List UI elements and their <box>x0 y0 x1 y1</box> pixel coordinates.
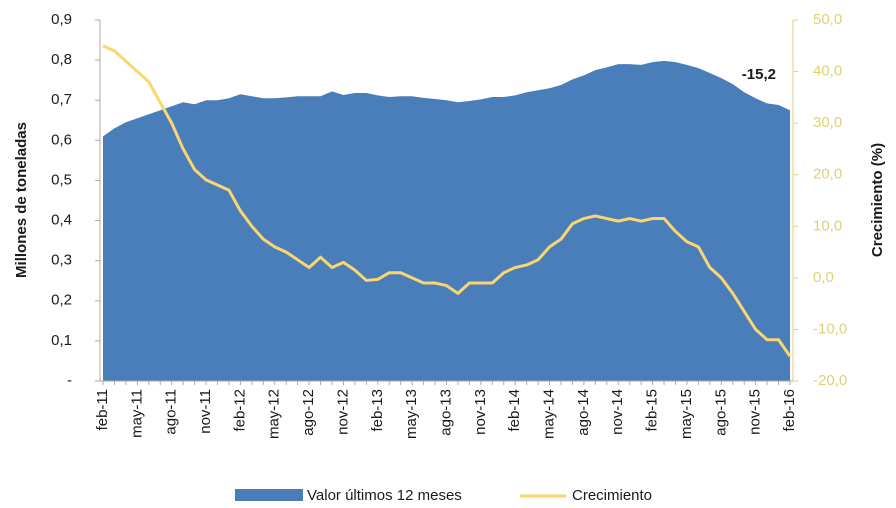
x-tick-label: may-15 <box>678 389 695 439</box>
y2-axis-title: Crecimiento (%) <box>869 143 886 257</box>
y2-tick-label: 40,0 <box>813 63 842 80</box>
y2-tick-label: 20,0 <box>813 166 842 183</box>
x-tick-label: nov-13 <box>472 389 489 435</box>
x-tick-label: nov-14 <box>609 389 626 435</box>
x-tick-label: feb-14 <box>506 389 523 432</box>
y-tick-label: 0,8 <box>51 51 72 68</box>
y-tick-label: 0,1 <box>51 332 72 349</box>
x-tick-label: feb-13 <box>369 389 386 432</box>
y2-tick-label: 10,0 <box>813 217 842 234</box>
x-tick-label: nov-11 <box>197 389 214 434</box>
x-tick-label: ago-11 <box>163 389 180 435</box>
x-tick-label: feb-16 <box>781 389 798 432</box>
y2-tick-label: -10,0 <box>813 320 847 337</box>
line <box>102 44 792 358</box>
x-tick-label: feb-12 <box>231 389 248 432</box>
x-tick-label: may-12 <box>266 389 283 439</box>
x-tick-label: ago-13 <box>437 389 454 436</box>
y-axis-title: Millones de toneladas <box>13 122 30 278</box>
x-tick-label: may-13 <box>403 389 420 439</box>
x-tick-label: ago-12 <box>300 389 317 436</box>
y2-tick-label: 30,0 <box>813 114 842 131</box>
y-tick-label: 0,4 <box>51 212 72 229</box>
y-tick-label: 0,3 <box>51 252 72 269</box>
y-tick-label: 0,6 <box>51 131 72 148</box>
y-tick-label: 0,5 <box>51 171 72 188</box>
y2-tick-label: -20,0 <box>813 372 847 389</box>
y-tick-label: - <box>67 372 72 389</box>
area <box>103 60 790 382</box>
y2-tick-label: 50,0 <box>813 11 842 28</box>
legend-swatch <box>235 489 303 501</box>
x-tick-label: ago-15 <box>712 389 729 436</box>
x-tick-label: ago-14 <box>575 389 592 436</box>
x-tick-label: feb-15 <box>644 389 661 432</box>
data-label: -15,2 <box>742 66 776 83</box>
legend-label: Crecimiento <box>572 487 652 504</box>
x-tick-label: may-11 <box>128 389 145 438</box>
y-tick-label: 0,9 <box>51 11 72 28</box>
x-tick-label: nov-12 <box>334 389 351 435</box>
y-tick-label: 0,2 <box>51 292 72 309</box>
y2-tick-label: 0,0 <box>813 269 834 286</box>
x-tick-label: may-14 <box>541 389 558 439</box>
x-tick-label: feb-11 <box>94 389 111 430</box>
y-tick-label: 0,7 <box>51 91 72 108</box>
legend-label: Valor últimos 12 meses <box>307 487 462 504</box>
x-tick-label: nov-15 <box>747 389 764 435</box>
